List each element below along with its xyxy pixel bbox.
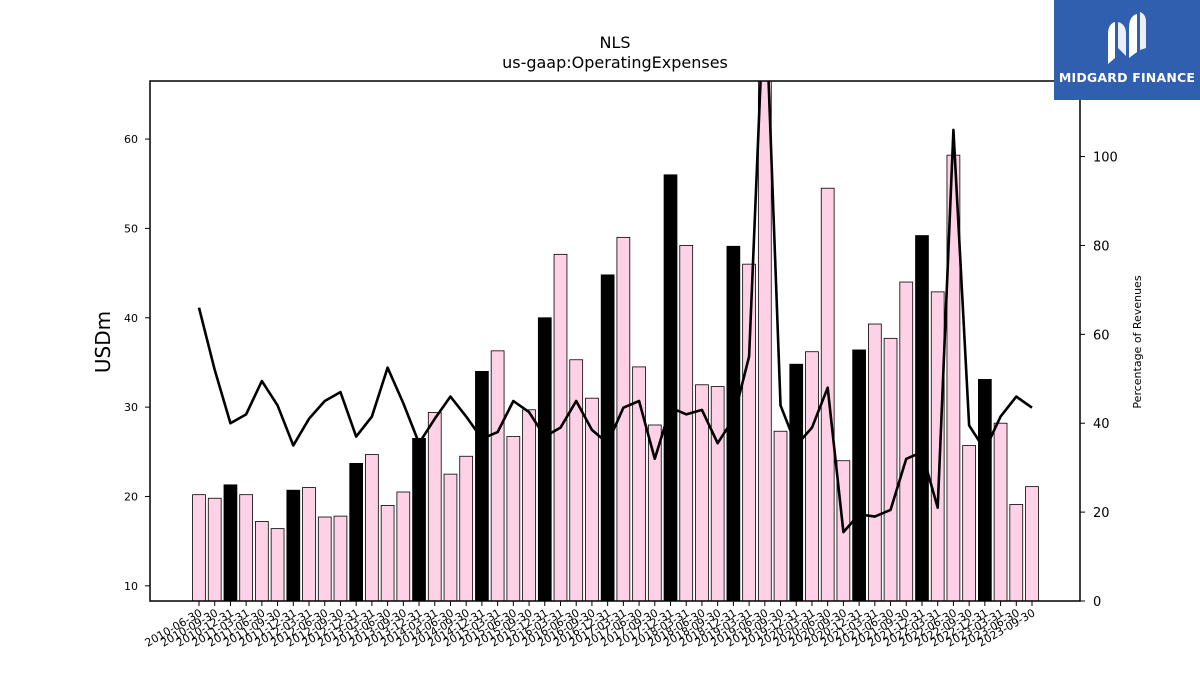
bar [443,473,458,601]
bar [585,397,599,601]
bar [757,81,772,601]
y2-tick-label: 0 [1093,595,1101,610]
bar [427,412,442,601]
bar [349,463,364,601]
y-tick-label: 30 [124,401,138,414]
y2-tick-label: 100 [1093,151,1118,166]
bar [365,454,379,601]
y-axis-label: USDm [91,311,115,373]
bar [207,497,222,601]
y2-tick-label: 60 [1093,328,1110,343]
bar [978,379,992,601]
y-tick-label: 50 [124,222,138,235]
bar [255,521,269,601]
bar [192,494,206,601]
bar [506,436,521,601]
y-tick-label: 10 [124,580,138,593]
bar [1009,504,1024,601]
bar [883,337,898,601]
bar [1025,486,1039,601]
bar [632,366,646,601]
y-tick-label: 20 [124,490,138,503]
bar [962,445,976,601]
bar [915,235,929,601]
brand-name: MIDGARD FINANCE [1058,70,1196,85]
bar [286,489,301,601]
bar [412,437,426,601]
bar [333,515,348,601]
bar [569,359,584,601]
bar [317,516,332,601]
y2-axis-label: Percentage of Revenues [1131,275,1144,408]
bar [647,424,662,601]
bar [475,370,489,601]
bar [459,455,474,601]
bar [899,281,914,601]
bar [679,244,694,601]
bar [710,386,725,601]
bar [742,263,756,601]
bar [930,291,945,601]
bar [302,487,316,601]
bar [522,409,536,601]
series-line [197,81,1033,534]
bar [396,491,411,601]
bar [867,323,882,601]
bar [537,317,552,601]
bar [993,422,1008,601]
bar [270,528,285,601]
plot-frame [149,80,1081,602]
bar [695,384,709,601]
bar [663,174,678,601]
y-tick-label: 60 [124,133,138,146]
bar [852,349,866,601]
bars-group [192,81,1039,601]
plot-area: 1020304050600204060801002010-06-302010-0… [124,80,1118,650]
chart-title: NLS [599,33,630,52]
brand-logo-icon [1108,12,1146,64]
bar [380,504,395,601]
bar [490,350,505,601]
bar [773,430,788,601]
brand-logo: MIDGARD FINANCE [1054,0,1200,100]
bar [223,484,238,601]
bar [239,494,254,601]
y2-tick-label: 20 [1093,506,1110,521]
bar [805,351,819,601]
y2-tick-label: 80 [1093,239,1110,254]
chart-subtitle: us-gaap:OperatingExpenses [502,53,728,72]
y2-tick-label: 40 [1093,417,1110,432]
y-tick-label: 40 [124,312,138,325]
bar [789,363,804,601]
